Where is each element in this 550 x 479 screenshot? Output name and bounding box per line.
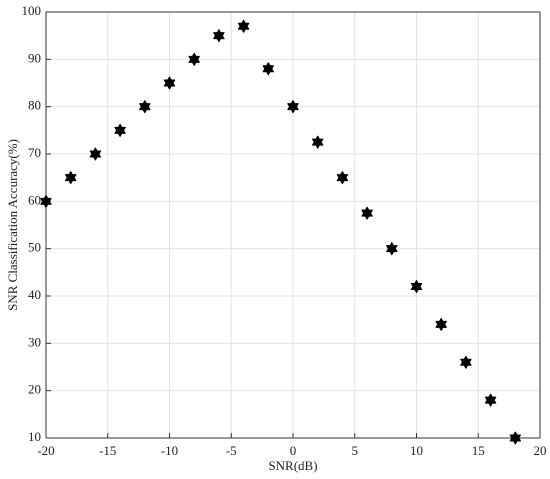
x-tick-label: -10 [161,443,178,458]
marker [361,206,373,220]
marker [509,431,521,445]
marker [188,52,200,66]
y-tick-label: 60 [28,192,41,207]
y-tick-label: 40 [28,287,41,302]
x-tick-label: -15 [99,443,116,458]
marker [336,171,349,185]
y-tick-label: 50 [28,240,41,255]
marker [410,280,423,294]
marker [213,29,225,43]
x-axis-label: SNR(dB) [268,458,317,473]
y-tick-label: 20 [28,382,41,397]
y-axis-label: SNR Classification Accuracy(%) [5,139,20,311]
y-tick-label: 80 [28,98,41,113]
marker [163,76,176,90]
marker [237,19,250,33]
marker [386,242,398,256]
marker [40,194,52,208]
y-tick-label: 90 [28,50,41,65]
marker [114,123,126,137]
marker [262,62,274,76]
y-tick-label: 30 [28,334,41,349]
marker [89,147,102,161]
y-tick-label: 100 [22,3,42,18]
x-tick-label: -5 [226,443,237,458]
x-tick-label: 10 [410,443,423,458]
x-tick-label: 0 [290,443,297,458]
marker [484,393,497,407]
y-tick-label: 10 [28,429,41,444]
marker [139,100,151,114]
plot-frame [45,11,541,439]
x-tick-label: -20 [37,443,54,458]
marker [460,355,472,369]
marker [287,100,299,114]
marker [312,135,324,149]
x-tick-label: 15 [472,443,485,458]
y-tick-label: 70 [28,145,41,160]
x-tick-label: 20 [534,443,547,458]
marker [435,317,447,331]
x-tick-label: 5 [352,443,359,458]
marker [65,171,77,185]
